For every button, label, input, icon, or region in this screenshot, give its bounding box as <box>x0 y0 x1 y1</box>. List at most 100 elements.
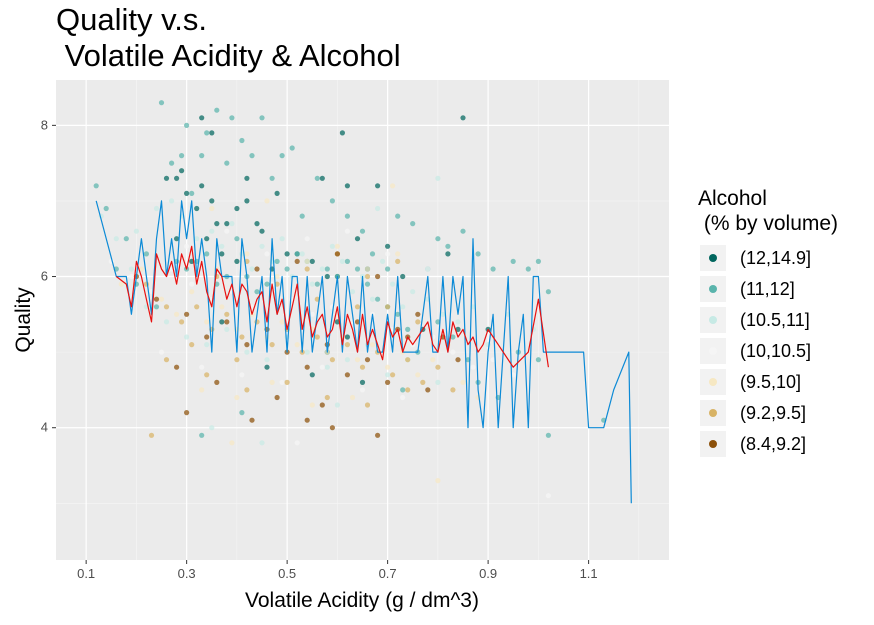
scatter-point <box>259 440 265 446</box>
scatter-point <box>279 236 285 242</box>
scatter-point <box>359 379 366 385</box>
scatter-point <box>189 190 195 196</box>
scatter-point <box>470 364 476 370</box>
scatter-point <box>380 258 386 264</box>
scatter-point <box>415 319 421 325</box>
scatter-point <box>279 153 285 159</box>
scatter-point <box>304 236 310 242</box>
scatter-point <box>204 130 210 136</box>
scatter-point <box>304 364 310 370</box>
scatter-point <box>344 228 350 234</box>
scatter-point <box>274 273 280 280</box>
scatter-point <box>364 357 371 363</box>
scatter-point <box>244 342 250 348</box>
scatter-point <box>319 266 325 272</box>
scatter-point <box>425 387 431 393</box>
scatter-point <box>209 198 215 204</box>
scatter-point <box>344 334 350 340</box>
scatter-point <box>189 289 195 295</box>
scatter-point <box>314 334 320 340</box>
scatter-point <box>460 379 466 385</box>
legend-label: (10,10.5] <box>740 341 811 361</box>
scatter-point <box>385 251 391 257</box>
scatter-point <box>319 175 325 181</box>
scatter-point <box>143 251 149 257</box>
scatter-point <box>214 107 220 113</box>
legend-key-dot <box>709 440 717 448</box>
scatter-point <box>264 357 270 363</box>
scatter-point <box>103 205 109 212</box>
scatter-point <box>385 304 391 310</box>
scatter-point <box>304 417 310 423</box>
scatter-point <box>395 258 401 264</box>
series-line-red <box>115 245 549 368</box>
scatter-point <box>244 349 250 355</box>
scatter-point <box>304 258 310 264</box>
scatter-point <box>249 266 255 272</box>
scatter-point <box>329 198 335 204</box>
scatter-point <box>179 319 185 325</box>
scatter-point <box>420 379 426 385</box>
scatter-point <box>229 221 235 227</box>
scatter-point <box>395 213 401 219</box>
scatter-point <box>324 273 330 280</box>
legend-label: (12,14.9] <box>740 248 811 268</box>
scatter-point <box>249 153 255 159</box>
scatter-point <box>410 289 416 295</box>
scatter-point <box>339 130 345 136</box>
scatter-point <box>219 251 225 257</box>
series-lines <box>95 200 632 504</box>
scatter-point <box>274 394 280 401</box>
scatter-point <box>184 311 190 317</box>
scatter-point <box>334 243 340 249</box>
x-tick-label: 0.3 <box>178 566 196 581</box>
scatter-point <box>269 175 275 181</box>
grid-major <box>56 80 669 560</box>
scatter-point <box>309 281 315 287</box>
scatter-point <box>390 281 396 287</box>
scatter-point <box>214 379 220 385</box>
legend-key-dot <box>709 285 717 293</box>
y-axis-title: Quality <box>12 287 35 353</box>
scatter-point <box>244 198 250 204</box>
scatter-point <box>184 190 190 196</box>
scatter-point <box>339 258 345 264</box>
scatter-point <box>158 349 165 355</box>
scatter-point <box>289 145 295 151</box>
scatter-point <box>390 183 396 189</box>
scatter-point <box>364 402 371 408</box>
scatter-point <box>93 183 99 189</box>
scatter-point <box>359 387 366 393</box>
scatter-point <box>274 190 280 196</box>
legend-label: (9.5,10] <box>740 372 801 392</box>
scatter-point <box>219 304 225 310</box>
plot-panel <box>56 80 669 560</box>
scatter-point <box>234 205 240 212</box>
scatter-point <box>279 319 285 325</box>
scatter-point <box>385 364 391 370</box>
scatter-point <box>349 289 356 295</box>
series-line-blue <box>95 200 632 504</box>
scatter-point <box>395 251 401 257</box>
scatter-point <box>405 326 411 332</box>
scatter-point <box>224 311 230 317</box>
scatter-point <box>184 243 190 249</box>
scatter-point <box>329 425 335 431</box>
scatter-point <box>314 281 320 287</box>
scatter-point <box>344 183 350 189</box>
legend-label: (11,12] <box>740 279 795 299</box>
scatter-point <box>455 319 461 325</box>
scatter-point <box>525 266 531 272</box>
scatter-point <box>254 221 260 227</box>
scatter-point <box>239 410 245 416</box>
scatter-point <box>284 251 290 257</box>
scatter-point <box>324 266 330 272</box>
scatter-point <box>244 251 250 257</box>
scatter-point <box>455 357 461 363</box>
scatter-point <box>309 402 315 408</box>
scatter-point <box>133 228 139 234</box>
legend-label: (8.4,9.2] <box>740 434 806 454</box>
scatter-point <box>204 319 210 325</box>
scatter-point <box>440 311 446 317</box>
x-axis-ticks: 0.1 0.3 0.5 0.7 0.9 1.1 <box>77 560 598 581</box>
